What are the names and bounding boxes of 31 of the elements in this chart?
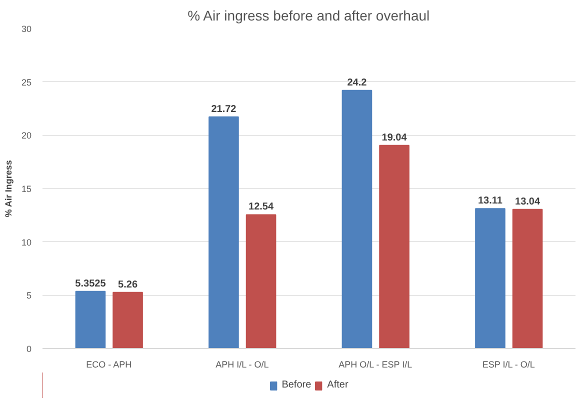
chart-title: % Air ingress before and after overhaul [188,8,430,24]
x-tick-label: ECO - APH [86,360,132,370]
y-tick-label: 0 [26,344,32,354]
bar [342,90,372,348]
x-tick-label: ESP I/L - O/L [482,360,535,370]
y-tick-label: 30 [21,24,32,34]
data-label: 19.04 [382,132,408,144]
y-tick-label: 20 [21,130,32,141]
data-label: 13.04 [515,196,540,208]
bar [112,292,143,348]
data-label: 12.54 [248,202,274,213]
data-label: 13.11 [478,196,503,207]
bar [246,214,276,348]
bar [475,208,506,348]
legend-label: After [327,380,348,390]
y-axis-title: % Air Ingress [3,160,14,218]
bar [75,290,106,348]
legend-label: Before [282,380,312,390]
y-tick-label: 25 [21,77,32,88]
bar [208,116,239,348]
data-label: 21.72 [211,104,237,115]
data-label: 5.3525 [75,278,106,290]
y-tick-label: 10 [21,237,32,248]
data-label: 24.2 [347,77,368,88]
y-tick-label: 15 [21,184,32,194]
x-tick-label: APH O/L - ESP I/L [338,360,412,370]
x-tick-label: APH I/L - O/L [216,360,269,370]
y-tick-label: 5 [26,290,32,301]
data-label: 5.26 [118,279,138,290]
bar [379,144,410,348]
bar [512,208,543,348]
